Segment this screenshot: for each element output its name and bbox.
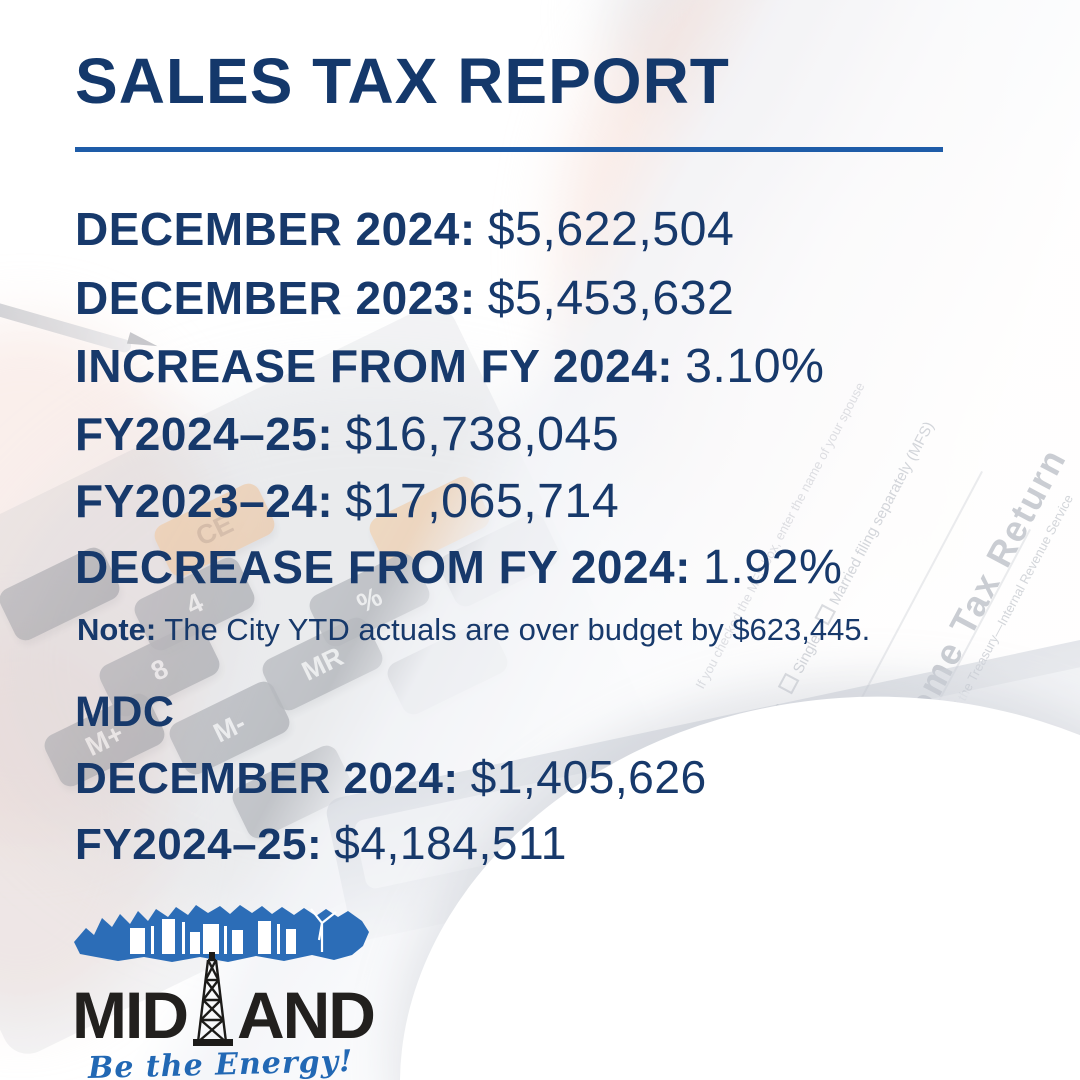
line-label: FY2024–25: — [75, 408, 334, 460]
title-divider — [75, 147, 943, 152]
line-label: DECREASE FROM FY 2024: — [75, 541, 691, 593]
line-label: FY2024–25: — [75, 820, 323, 869]
line-label: DECEMBER 2024: — [75, 754, 459, 803]
line-value: $16,738,045 — [345, 407, 620, 461]
report-line: DECEMBER 2024: $5,622,504 — [75, 202, 735, 256]
budget-note: Note: The City YTD actuals are over budg… — [77, 612, 870, 648]
midland-logo: MID — [72, 902, 392, 1080]
logo-word-suffix: AND — [236, 977, 376, 1052]
page-title: SALES TAX REPORT — [75, 45, 730, 117]
line-value: $5,453,632 — [487, 271, 735, 325]
line-value: $4,184,511 — [334, 817, 567, 869]
oil-derrick-icon — [192, 952, 233, 1046]
report-line: DECREASE FROM FY 2024: 1.92% — [75, 540, 843, 594]
report-line: DECEMBER 2023: $5,453,632 — [75, 271, 735, 325]
mdc-line: FY2024–25: $4,184,511 — [75, 818, 567, 869]
note-label: Note: — [77, 612, 157, 647]
mdc-line: DECEMBER 2024: $1,405,626 — [75, 752, 707, 803]
line-value: $1,405,626 — [470, 751, 707, 803]
line-value: 3.10% — [685, 339, 825, 393]
line-label: DECEMBER 2023: — [75, 272, 476, 324]
report-line: FY2024–25: $16,738,045 — [75, 407, 620, 461]
report-line: INCREASE FROM FY 2024: 3.10% — [75, 339, 825, 393]
mdc-heading: MDC — [75, 688, 175, 736]
logo-word-prefix: MID — [72, 977, 189, 1052]
report-line: FY2023–24: $17,065,714 — [75, 474, 620, 528]
wind-turbine-icon — [310, 908, 337, 952]
line-label: INCREASE FROM FY 2024: — [75, 340, 674, 392]
line-value: 1.92% — [702, 540, 843, 594]
note-text: The City YTD actuals are over budget by … — [164, 612, 871, 647]
city-skyline-icon — [74, 905, 369, 962]
line-label: DECEMBER 2024: — [75, 203, 476, 255]
line-label: FY2023–24: — [75, 475, 334, 527]
line-value: $5,622,504 — [487, 202, 735, 256]
line-value: $17,065,714 — [345, 474, 620, 528]
logo-wordmark: MID — [72, 950, 392, 1052]
